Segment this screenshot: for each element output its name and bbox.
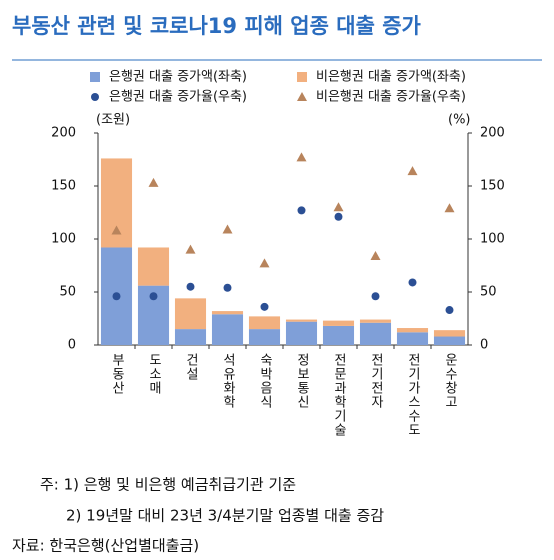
point	[260, 302, 269, 311]
legend-swatch	[297, 92, 307, 101]
point	[371, 292, 380, 301]
x-tick-label: 건설	[183, 353, 198, 381]
x-tick-label: 부동산	[109, 353, 124, 395]
bar	[248, 316, 281, 330]
x-tick-label: 석유화학	[220, 353, 235, 409]
legend-label: 비은행권 대출 증가액(좌축)	[316, 69, 466, 85]
point	[223, 283, 232, 292]
bar	[211, 314, 244, 345]
point	[333, 202, 344, 212]
x-tick-label: 전기가스수도	[405, 353, 420, 437]
bar	[433, 330, 466, 337]
point	[112, 292, 121, 301]
x-tick-label: 정보통신	[294, 353, 309, 409]
y2-tick-label: 100	[480, 232, 505, 247]
bar	[285, 319, 318, 322]
bar	[137, 247, 170, 286]
bar	[174, 329, 207, 345]
point	[111, 225, 122, 235]
point	[149, 292, 158, 301]
bar	[248, 329, 281, 345]
y-tick-label: 200	[51, 126, 76, 141]
y2-tick-label: 50	[480, 285, 497, 300]
point	[444, 203, 455, 213]
x-tick-label: 전기전자	[368, 353, 383, 409]
chart-title: 부동산 관련 및 코로나19 피해 업종 대출 증가	[12, 14, 422, 38]
point	[222, 224, 233, 234]
y2-tick-label: 0	[480, 338, 488, 353]
y2-axis-label: (%)	[448, 113, 471, 128]
x-tick-label: 운수창고	[442, 353, 457, 409]
legend-label: 은행권 대출 증가액(좌축)	[109, 69, 247, 85]
y-tick-label: 100	[51, 232, 76, 247]
y-tick-label: 0	[68, 338, 76, 353]
y2-tick-label: 200	[480, 126, 505, 141]
point	[185, 244, 196, 254]
point	[186, 282, 195, 291]
legend-label: 은행권 대출 증가율(우축)	[109, 89, 247, 105]
bar	[359, 322, 392, 345]
legend-swatch	[90, 72, 100, 82]
point	[297, 206, 306, 215]
point	[370, 250, 381, 260]
point	[148, 177, 159, 187]
note: 2) 19년말 대비 23년 3/4분기말 업종별 대출 증감	[66, 507, 384, 525]
y-tick-label: 50	[59, 285, 76, 300]
bar	[285, 321, 318, 345]
x-tick-label: 도소매	[146, 353, 161, 395]
y-tick-label: 150	[51, 179, 76, 194]
source: 자료: 한국은행(산업별대출금)	[12, 537, 199, 555]
point	[445, 306, 454, 315]
bar	[433, 336, 466, 345]
x-tick-label: 숙박음식	[257, 353, 272, 409]
y2-tick-label: 150	[480, 179, 505, 194]
bar	[211, 311, 244, 315]
point	[259, 258, 270, 268]
note: 주: 1) 은행 및 비은행 예금취급기관 기준	[40, 476, 296, 494]
bar	[396, 328, 429, 333]
point	[408, 278, 417, 287]
legend-swatch	[297, 72, 307, 82]
bar	[322, 325, 355, 345]
point	[296, 152, 307, 162]
bar	[396, 332, 429, 345]
point	[334, 212, 343, 221]
bar	[174, 298, 207, 330]
legend-swatch	[91, 93, 99, 101]
legend-label: 비은행권 대출 증가율(우축)	[316, 89, 466, 105]
y-axis-label: (조원)	[96, 113, 130, 128]
bar	[359, 319, 392, 323]
point	[407, 166, 418, 176]
x-tick-label: 전문과학기술	[331, 353, 346, 437]
bar	[322, 320, 355, 326]
